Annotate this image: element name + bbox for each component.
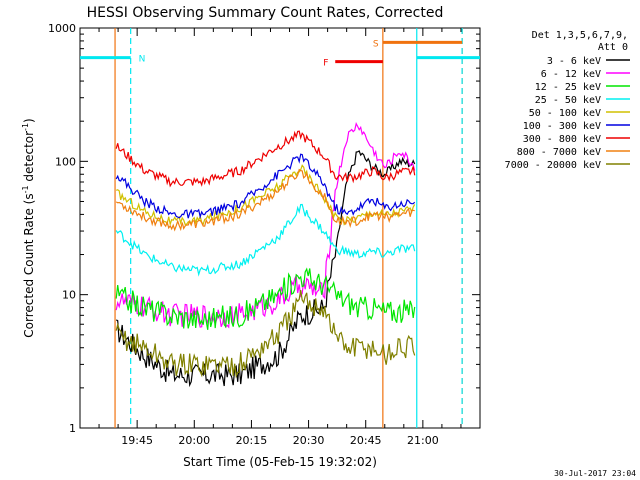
x-tick-label: 19:45 bbox=[121, 434, 153, 447]
y-axis-label-end: ) bbox=[22, 118, 36, 123]
y-tick-label: 1000 bbox=[48, 22, 76, 35]
x-tick-label: 20:00 bbox=[178, 434, 210, 447]
series-line-5 bbox=[115, 153, 416, 220]
x-tick-label: 20:45 bbox=[350, 434, 382, 447]
x-tick-label: 20:30 bbox=[293, 434, 325, 447]
legend-label: 3 - 6 keV bbox=[547, 56, 601, 67]
series-lines bbox=[115, 122, 416, 388]
y-tick-label: 1 bbox=[69, 422, 76, 435]
legend-header-line-2: Att 0 bbox=[598, 42, 628, 53]
legend-label: 6 - 12 keV bbox=[541, 69, 601, 80]
series-line-8 bbox=[115, 290, 416, 379]
y-axis-label-main: Corrected Count Rate (s bbox=[22, 193, 36, 337]
axis-ticks: 1 10 100 1000 19:45 20:00 20:15 20:30 20:45 21:00 bbox=[48, 22, 480, 447]
instrument-markers: N S F bbox=[80, 28, 480, 428]
series-line-4 bbox=[116, 164, 416, 227]
y-axis-label-sup2: -1 bbox=[21, 123, 30, 131]
plot-frame bbox=[79, 27, 481, 429]
series-line-6 bbox=[115, 130, 416, 188]
legend-label: 50 - 100 keV bbox=[529, 108, 601, 119]
y-axis-label-sup1: -1 bbox=[21, 185, 30, 193]
y-axis-label: Corrected Count Rate (s-1 detector-1) bbox=[21, 118, 36, 337]
night-label: N bbox=[139, 55, 146, 65]
flare-label: F bbox=[323, 59, 328, 69]
y-axis-label-mid: detector bbox=[22, 131, 36, 186]
series-line-2 bbox=[115, 267, 416, 330]
legend-label: 300 - 800 keV bbox=[523, 134, 601, 145]
y-tick-label: 10 bbox=[62, 289, 76, 302]
series-line-7 bbox=[115, 168, 415, 232]
legend: Det 1,3,5,6,7,9, Att 0 3 - 6 keV 6 - 12 k… bbox=[505, 30, 630, 171]
legend-label: 25 - 50 keV bbox=[535, 95, 601, 106]
series-line-0 bbox=[115, 150, 416, 388]
legend-label: 800 - 7000 keV bbox=[517, 147, 601, 158]
legend-header-line-1: Det 1,3,5,6,7,9, bbox=[532, 30, 628, 41]
saa-label: S bbox=[373, 39, 379, 49]
legend-label: 7000 - 20000 keV bbox=[505, 160, 601, 171]
legend-label: 12 - 25 keV bbox=[535, 82, 601, 93]
series-line-3 bbox=[115, 203, 416, 277]
x-tick-label: 21:00 bbox=[407, 434, 439, 447]
x-axis-label: Start Time (05-Feb-15 19:32:02) bbox=[183, 455, 377, 469]
x-tick-label: 20:15 bbox=[236, 434, 268, 447]
legend-label: 100 - 300 keV bbox=[523, 121, 601, 132]
chart-title: HESSI Observing Summary Count Rates, Cor… bbox=[87, 5, 444, 21]
footer-timestamp: 30-Jul-2017 23:04 bbox=[554, 469, 636, 478]
y-tick-label: 100 bbox=[55, 155, 76, 168]
